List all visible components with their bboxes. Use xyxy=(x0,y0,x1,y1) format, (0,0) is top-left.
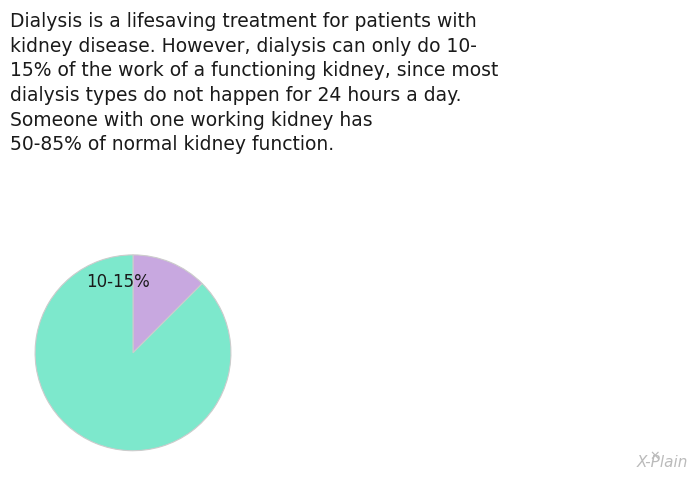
Wedge shape xyxy=(133,255,202,353)
Text: ✕: ✕ xyxy=(650,450,660,463)
Wedge shape xyxy=(35,255,231,451)
Text: Dialysis is a lifesaving treatment for patients with
kidney disease. However, di: Dialysis is a lifesaving treatment for p… xyxy=(10,12,498,155)
Text: 10-15%: 10-15% xyxy=(86,273,150,291)
Text: X-Plain: X-Plain xyxy=(636,455,688,470)
